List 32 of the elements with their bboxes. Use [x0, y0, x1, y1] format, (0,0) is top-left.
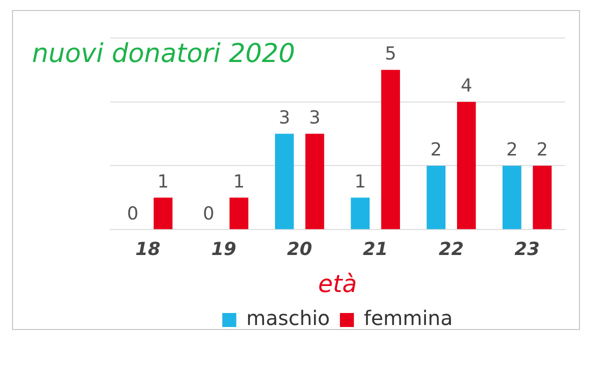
- bar: [457, 102, 476, 230]
- data-label: 4: [460, 76, 472, 97]
- bar: [426, 166, 446, 230]
- chart-title: nuovi donatori 2020: [32, 39, 296, 69]
- bar: [532, 166, 552, 230]
- x-tick-label: 23: [514, 239, 540, 260]
- legend-label: maschio: [246, 306, 330, 330]
- legend-label: femmina: [364, 306, 453, 330]
- data-label: 0: [202, 203, 214, 224]
- bar: [275, 134, 294, 230]
- x-tick-label: 21: [362, 239, 388, 260]
- data-label: 2: [506, 139, 518, 160]
- x-tick-label: 20: [287, 239, 312, 260]
- x-tick-label: 18: [135, 239, 160, 260]
- data-label: 2: [430, 139, 442, 160]
- data-label: 5: [384, 44, 396, 65]
- bar: [381, 70, 400, 230]
- bar: [154, 198, 172, 230]
- data-label: 2: [536, 139, 548, 160]
- data-label: 3: [309, 107, 320, 128]
- data-label: 0: [127, 203, 138, 224]
- x-tick-label: 19: [211, 239, 236, 260]
- bar: [350, 198, 370, 230]
- data-label: 1: [354, 171, 366, 192]
- bar: [502, 166, 522, 230]
- x-axis-title: età: [318, 270, 357, 298]
- bar: [230, 198, 248, 230]
- data-label: 1: [233, 171, 245, 192]
- x-tick-label: 22: [438, 239, 464, 260]
- data-label: 1: [157, 171, 169, 192]
- data-label: 3: [278, 107, 290, 128]
- bar: [305, 134, 324, 230]
